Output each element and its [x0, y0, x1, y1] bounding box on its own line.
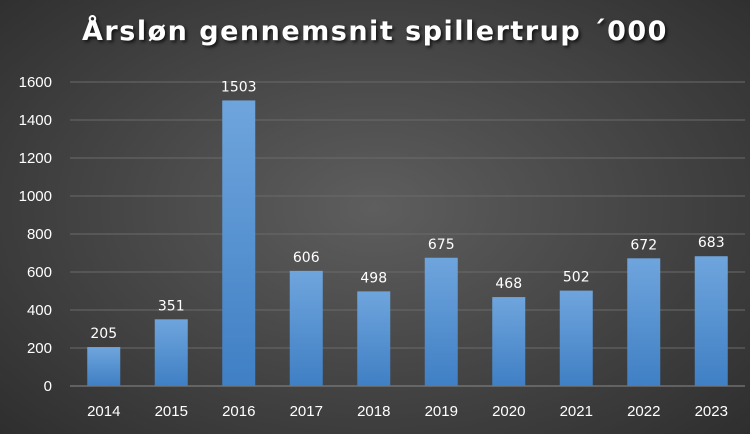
y-tick-label: 1200 — [19, 150, 52, 167]
x-tick-label: 2022 — [627, 403, 660, 420]
data-label-2023: 683 — [698, 235, 725, 251]
bar-2022 — [627, 258, 661, 386]
x-tick-label: 2020 — [492, 403, 525, 420]
data-label-2021: 502 — [563, 270, 590, 286]
data-label-2018: 498 — [360, 270, 387, 286]
bars — [87, 100, 728, 387]
x-tick-label: 2023 — [695, 403, 728, 420]
x-tick-label: 2021 — [560, 403, 593, 420]
bar-2020 — [492, 297, 526, 386]
data-label-2016: 1503 — [221, 79, 257, 95]
y-axis: 0 200 400 600 800 1000 1200 1400 1600 — [19, 74, 52, 395]
bar-2018 — [357, 291, 391, 386]
data-label-2019: 675 — [428, 237, 455, 253]
data-label-2022: 672 — [630, 237, 657, 253]
chart-title: Årsløn gennemsnit spillertrup ´000 — [82, 16, 668, 47]
data-label-2015: 351 — [158, 298, 185, 314]
x-tick-label: 2018 — [357, 403, 390, 420]
y-tick-label: 1400 — [19, 112, 52, 129]
y-tick-label: 400 — [27, 302, 52, 319]
bar-2021 — [559, 290, 593, 386]
data-label-2017: 606 — [293, 250, 320, 266]
y-tick-label: 200 — [27, 340, 52, 357]
y-tick-label: 600 — [27, 264, 52, 281]
bar-2017 — [289, 270, 323, 386]
x-tick-label: 2019 — [425, 403, 458, 420]
y-tick-label: 800 — [27, 226, 52, 243]
bar-2019 — [424, 257, 458, 386]
x-tick-label: 2015 — [155, 403, 188, 420]
bar-2016 — [222, 100, 256, 387]
x-tick-label: 2014 — [87, 403, 120, 420]
x-tick-label: 2016 — [222, 403, 255, 420]
x-axis: 2014 2015 2016 2017 2018 2019 2020 2021 2022 2023 — [87, 403, 728, 420]
y-tick-label: 1600 — [19, 74, 52, 91]
bar-2023 — [694, 256, 728, 386]
bar-2014 — [87, 347, 121, 386]
data-labels: 205 351 1503 606 498 675 468 502 672 683 — [90, 79, 724, 342]
y-tick-label: 1000 — [19, 188, 52, 205]
x-tick-label: 2017 — [290, 403, 323, 420]
data-label-2014: 205 — [90, 326, 117, 342]
bar-2015 — [154, 319, 188, 386]
y-tick-label: 0 — [44, 378, 52, 395]
data-label-2020: 468 — [495, 276, 522, 292]
